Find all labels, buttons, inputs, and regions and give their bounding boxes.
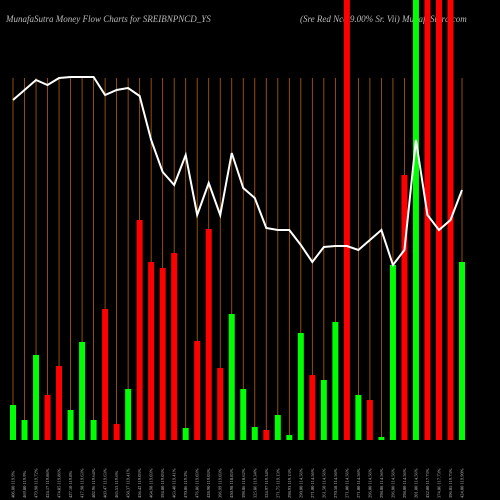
x-tick-label: 465.53 119.6%: [114, 471, 119, 498]
bar: [56, 366, 63, 440]
bar: [343, 0, 350, 440]
x-tick-label: 470.06 119.2%: [183, 471, 188, 498]
bar: [412, 0, 419, 440]
x-tick-label: 456.42 119.03%: [137, 468, 142, 498]
x-tick-label: 469.80 119.9%: [22, 471, 27, 498]
x-tick-label: 424.00 119.90%: [460, 468, 465, 498]
bar: [21, 420, 28, 440]
x-tick-label: 464.98 119.03%: [149, 468, 154, 498]
x-tick-label: 374.06 117.73%: [436, 468, 441, 498]
bar: [297, 333, 304, 440]
bar: [459, 262, 465, 440]
x-tick-label: 261.50 114.56%: [321, 468, 326, 498]
bar: [44, 395, 51, 440]
x-tick-label: 298.00 114.56%: [402, 468, 407, 498]
x-tick-label: 201.80 114.56%: [413, 468, 418, 498]
x-tick-label: 427.10 119.8%: [68, 471, 73, 498]
x-tick-label: 402.96 119.64%: [91, 468, 96, 498]
x-tick-label: 271.00 114.56%: [310, 468, 315, 498]
x-tick-label: 296.00 114.56%: [367, 468, 372, 498]
bar: [251, 427, 258, 440]
x-tick-label: 450.98 118.83%: [229, 468, 234, 498]
x-tick-label: 476.86 119.03%: [195, 468, 200, 498]
x-tick-label: 271.75 119.13%: [275, 468, 280, 498]
bar: [320, 380, 327, 440]
bar: [102, 309, 109, 440]
x-tick-label: 290.00 114.56%: [298, 468, 303, 498]
bar: [401, 175, 408, 440]
bar: [228, 314, 235, 440]
x-tick-label: 325.86 119.34%: [252, 468, 257, 498]
x-tick-label: 394.80 119.03%: [160, 468, 165, 498]
bar: [217, 368, 224, 440]
bar: [286, 435, 293, 440]
x-tick-label: 463.40 119.41%: [172, 468, 177, 498]
bar: [136, 220, 143, 440]
x-tick-label: 296.00 114.56%: [390, 468, 395, 498]
bar: [125, 389, 132, 440]
x-tick-label: 469.47 119.63%: [103, 468, 108, 498]
bar: [435, 0, 442, 440]
chart-title: MunafaSutra Money Flow Charts for SREIBN…: [5, 14, 211, 24]
x-tick-label: 298.93 119.13%: [287, 468, 292, 498]
x-tick-label: 398.86 118.62%: [241, 468, 246, 498]
bar: [378, 437, 385, 440]
x-tick-label: 432.00 117.73%: [425, 468, 430, 498]
x-tick-label: 396.05 119.73%: [448, 468, 453, 498]
x-tick-label: 428.90 119.03%: [206, 468, 211, 498]
bar: [389, 265, 396, 440]
x-tick-label: 271.00 114.56%: [356, 468, 361, 498]
bar: [240, 389, 247, 440]
bar: [67, 410, 74, 440]
bar: [159, 268, 166, 440]
x-tick-label: 474.85 119.86%: [57, 468, 62, 498]
bar: [366, 400, 373, 440]
bar: [355, 395, 362, 440]
bar: [263, 430, 270, 440]
bar: [332, 322, 339, 440]
bar: [205, 229, 212, 440]
x-tick-label: 324.97 119.34%: [264, 468, 269, 498]
x-tick-label: 396.99 119.03%: [218, 468, 223, 498]
x-tick-label: 270.58 114.56%: [333, 468, 338, 498]
x-tick-label: 417.98 119.63%: [80, 468, 85, 498]
x-tick-label: 479.98 119.72%: [34, 468, 39, 498]
x-tick-label: 406.80 119.9%: [11, 471, 16, 498]
x-tick-label: 458.37 119.41%: [126, 468, 131, 498]
bar: [148, 262, 155, 440]
bar: [309, 375, 316, 440]
x-tick-label: 298.08 114.56%: [379, 468, 384, 498]
bar: [79, 342, 86, 440]
bar: [10, 405, 16, 440]
bar: [194, 341, 201, 440]
chart-subtitle: (Sre Red Ncd 9.00% Sr. Vii) MunafaSutra.…: [300, 14, 467, 24]
bar: [182, 428, 189, 440]
bar: [113, 424, 120, 440]
x-tick-label: 271.00 114.56%: [344, 468, 349, 498]
bar: [33, 355, 40, 440]
money-flow-line: [12, 76, 463, 268]
bar: [274, 415, 281, 440]
x-tick-label: 424.17 119.86%: [45, 468, 50, 498]
bar: [171, 253, 178, 440]
bar: [90, 420, 97, 440]
bar: [424, 0, 431, 440]
